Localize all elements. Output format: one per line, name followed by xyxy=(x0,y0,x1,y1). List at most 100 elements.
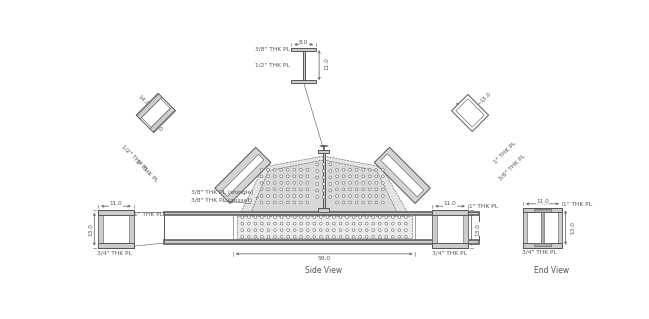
Circle shape xyxy=(336,182,338,184)
Circle shape xyxy=(355,188,358,191)
Circle shape xyxy=(382,168,384,171)
Text: 1" THK PL: 1" THK PL xyxy=(134,212,164,217)
Circle shape xyxy=(306,201,309,204)
Circle shape xyxy=(385,235,387,238)
Polygon shape xyxy=(374,147,430,204)
Bar xyxy=(432,243,468,249)
Circle shape xyxy=(382,195,384,197)
Circle shape xyxy=(323,189,325,192)
Bar xyxy=(237,216,411,238)
Circle shape xyxy=(329,196,332,198)
Circle shape xyxy=(267,182,269,184)
Circle shape xyxy=(349,188,352,191)
Circle shape xyxy=(349,182,352,184)
Bar xyxy=(523,208,527,248)
Bar xyxy=(541,212,544,243)
Circle shape xyxy=(254,229,257,232)
Text: 1/2" THK PL: 1/2" THK PL xyxy=(120,144,149,172)
Circle shape xyxy=(329,176,332,179)
Bar xyxy=(523,208,561,248)
Circle shape xyxy=(306,188,309,191)
Circle shape xyxy=(261,216,263,219)
Circle shape xyxy=(300,235,302,238)
Circle shape xyxy=(247,235,251,238)
Circle shape xyxy=(362,182,365,184)
Circle shape xyxy=(280,182,282,184)
Circle shape xyxy=(306,235,309,238)
Text: 1" THK PL: 1" THK PL xyxy=(493,140,517,164)
Circle shape xyxy=(342,195,345,197)
Circle shape xyxy=(313,216,315,219)
Circle shape xyxy=(362,195,365,197)
Bar xyxy=(302,51,305,80)
Circle shape xyxy=(293,201,296,204)
Circle shape xyxy=(369,175,371,178)
Circle shape xyxy=(352,235,355,238)
Circle shape xyxy=(267,168,269,171)
Circle shape xyxy=(349,201,352,204)
Circle shape xyxy=(336,168,338,171)
Text: 11.0: 11.0 xyxy=(444,201,456,206)
Circle shape xyxy=(329,163,332,166)
Circle shape xyxy=(375,195,378,197)
Circle shape xyxy=(352,222,355,225)
Circle shape xyxy=(336,175,338,178)
Circle shape xyxy=(355,168,358,171)
Circle shape xyxy=(316,189,319,192)
Circle shape xyxy=(306,195,309,197)
Circle shape xyxy=(241,235,244,238)
Circle shape xyxy=(299,175,302,178)
Circle shape xyxy=(375,188,378,191)
Bar xyxy=(534,243,551,246)
Text: 1" THK PL: 1" THK PL xyxy=(134,159,158,183)
Circle shape xyxy=(332,229,336,232)
Circle shape xyxy=(273,195,276,197)
Circle shape xyxy=(286,201,289,204)
Bar xyxy=(558,208,561,248)
Text: 3/4" THK PL: 3/4" THK PL xyxy=(97,250,132,255)
Bar xyxy=(523,243,561,248)
Circle shape xyxy=(273,175,276,178)
Bar xyxy=(534,209,551,212)
Polygon shape xyxy=(456,99,484,127)
Circle shape xyxy=(359,216,361,219)
Circle shape xyxy=(273,182,276,184)
Circle shape xyxy=(286,182,289,184)
Text: 1/2" THK PL: 1/2" THK PL xyxy=(255,63,290,68)
Bar xyxy=(164,240,480,244)
Circle shape xyxy=(267,222,270,225)
Circle shape xyxy=(299,182,302,184)
Polygon shape xyxy=(250,160,398,215)
Text: 11.0: 11.0 xyxy=(110,201,122,206)
Circle shape xyxy=(323,169,325,172)
Circle shape xyxy=(274,229,276,232)
Circle shape xyxy=(378,229,381,232)
Bar xyxy=(98,243,134,249)
Circle shape xyxy=(375,175,378,178)
Circle shape xyxy=(280,222,283,225)
Circle shape xyxy=(349,175,352,178)
Circle shape xyxy=(404,229,408,232)
Circle shape xyxy=(365,229,368,232)
Circle shape xyxy=(342,201,345,204)
Circle shape xyxy=(355,175,358,178)
Circle shape xyxy=(398,216,401,219)
Circle shape xyxy=(369,188,371,191)
Circle shape xyxy=(342,175,345,178)
Bar xyxy=(463,210,468,249)
Circle shape xyxy=(273,168,276,171)
Circle shape xyxy=(398,222,401,225)
Circle shape xyxy=(329,169,332,172)
Circle shape xyxy=(319,222,323,225)
Text: 3/4" THK PL: 3/4" THK PL xyxy=(522,249,557,254)
Polygon shape xyxy=(137,94,162,119)
Circle shape xyxy=(404,222,408,225)
Circle shape xyxy=(332,235,336,238)
Circle shape xyxy=(378,235,381,238)
Circle shape xyxy=(339,222,342,225)
Bar xyxy=(98,210,134,249)
Circle shape xyxy=(382,188,384,191)
Text: 11.0: 11.0 xyxy=(324,57,329,70)
Polygon shape xyxy=(215,147,271,204)
Circle shape xyxy=(375,201,378,204)
